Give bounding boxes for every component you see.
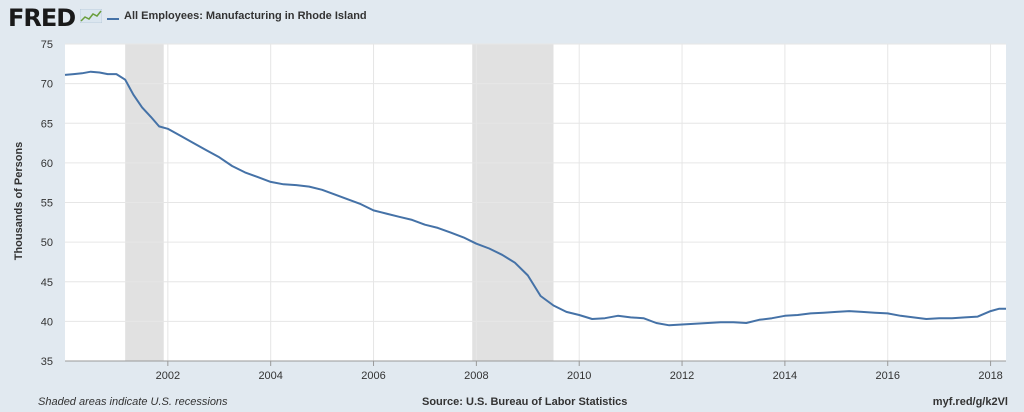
x-tick-label: 2012	[670, 370, 694, 382]
x-tick-label: 2016	[875, 370, 899, 382]
y-tick-label: 65	[41, 118, 53, 130]
recession-note: Shaded areas indicate U.S. recessions	[38, 396, 228, 408]
legend-series-label: All Employees: Manufacturing in Rhode Is…	[124, 10, 367, 22]
y-tick-label: 60	[41, 158, 53, 170]
y-tick-label: 35	[41, 356, 53, 368]
x-tick-label: 2002	[156, 370, 180, 382]
x-tick-label: 2004	[258, 370, 282, 382]
x-tick-label: 2008	[464, 370, 488, 382]
fred-logo-chart-icon	[80, 9, 102, 23]
fred-logo[interactable]: FRED	[8, 4, 76, 32]
short-url-link[interactable]: myf.red/g/k2Vl	[932, 396, 1008, 408]
line-chart: 35 40 45 50 55 60 65 70 75 2002 2004 2006 2008 2010 20…	[13, 39, 1006, 382]
y-axis-label: Thousands of Persons	[13, 142, 25, 261]
series-line-0	[64, 70, 1006, 327]
chart-footer: Shaded areas indicate U.S. recessions So…	[0, 392, 1024, 412]
legend-series-swatch	[107, 18, 119, 20]
x-tick-label: 2010	[567, 370, 591, 382]
y-tick-label: 75	[41, 39, 53, 51]
source-credit: Source: U.S. Bureau of Labor Statistics	[422, 396, 628, 408]
y-tick-label: 40	[41, 316, 53, 328]
x-tick-label: 2006	[361, 370, 385, 382]
x-tick-label: 2014	[773, 370, 797, 382]
chart-header: FRED All Employees: Manufacturing in Rho…	[0, 0, 1024, 36]
y-tick-label: 45	[41, 277, 53, 289]
y-tick-label: 50	[41, 237, 53, 249]
x-tick-label: 2018	[978, 370, 1002, 382]
y-tick-label: 55	[41, 198, 53, 210]
y-tick-label: 70	[41, 79, 53, 91]
